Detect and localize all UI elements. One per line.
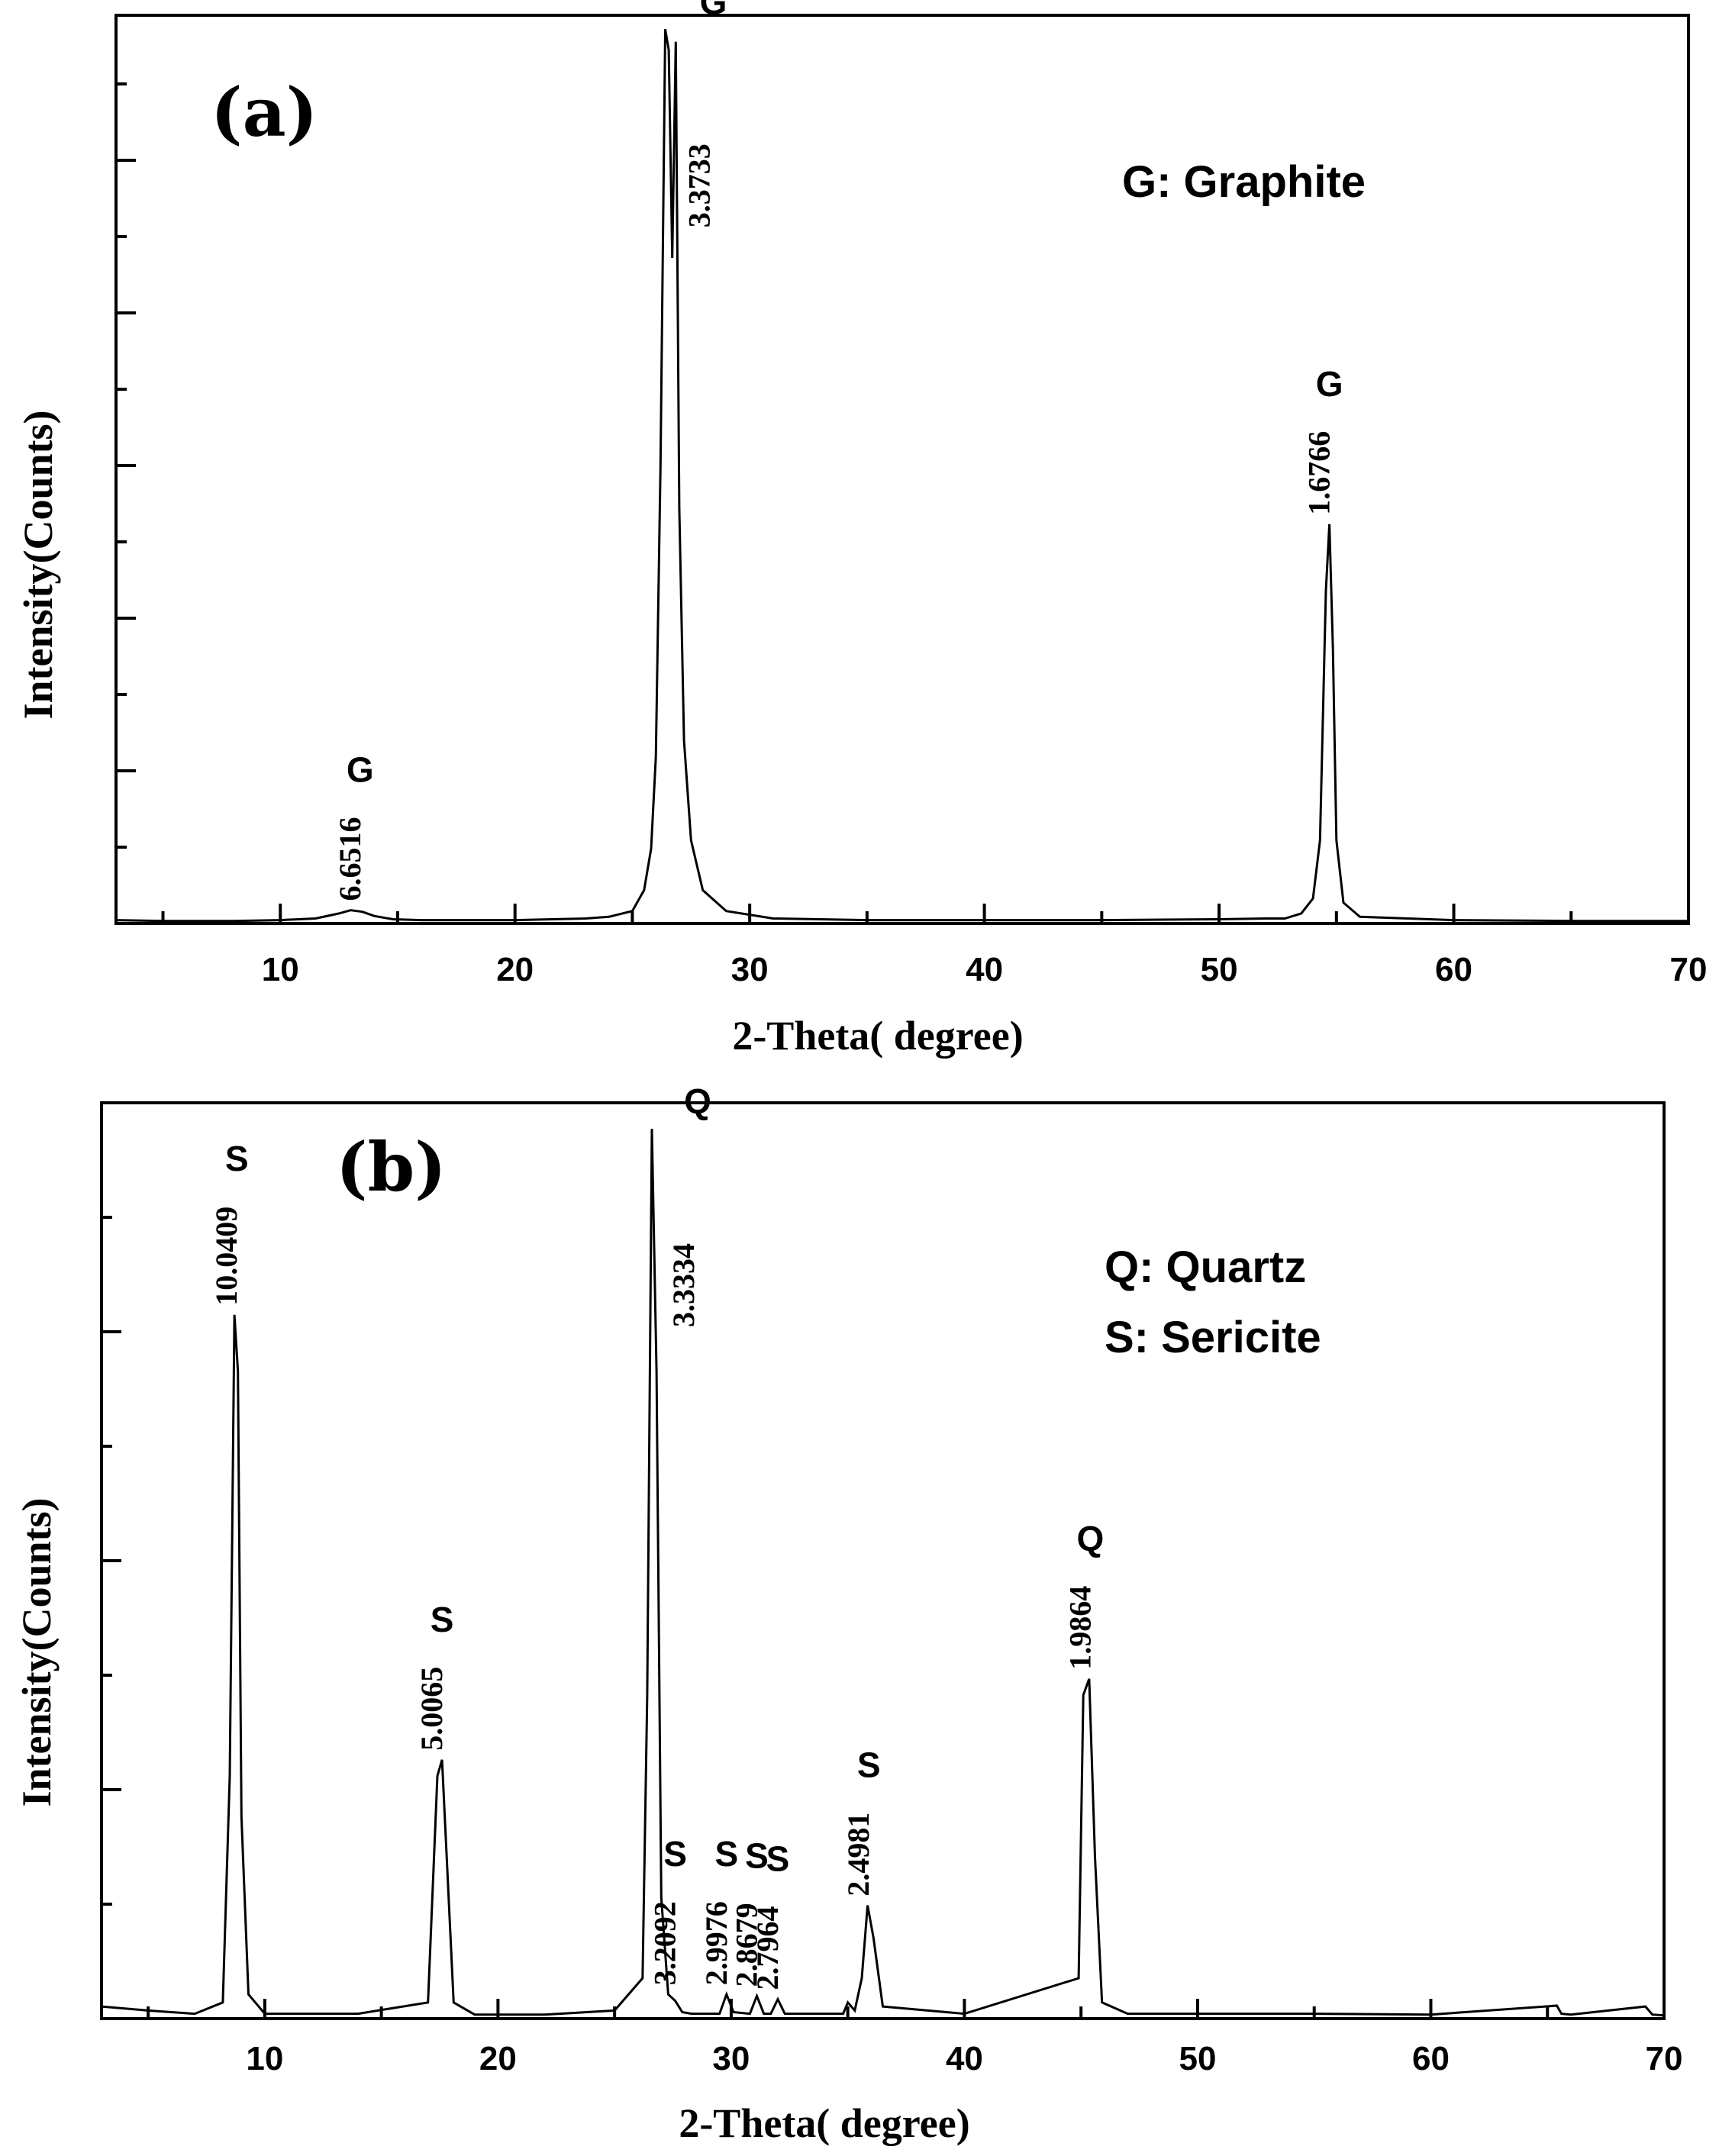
x-axis-title-b: 2-Theta( degree) xyxy=(679,2100,969,2146)
xrd-trace-b xyxy=(101,1128,1665,2017)
legend-quartz: Q: Quartz xyxy=(1105,1242,1306,1292)
d-spacing-label: 2.4981 xyxy=(841,1813,876,1897)
x-tick-label: 60 xyxy=(1412,2040,1450,2077)
x-ticks-a: 10 20 30 40 50 60 70 xyxy=(161,904,1708,988)
x-tick-label: 70 xyxy=(1670,951,1708,988)
x-axis-title-a: 2-Theta( degree) xyxy=(732,1013,1023,1059)
phase-label: G xyxy=(347,750,374,790)
d-spacing-label: 2.9976 xyxy=(699,1901,734,1985)
y-axis-title-a: Intensity(Counts) xyxy=(15,410,61,719)
plot-frame-a xyxy=(114,14,1690,925)
x-tick-label: 10 xyxy=(262,951,299,988)
x-tick-label: 50 xyxy=(1179,2040,1216,2077)
x-tick-label: 60 xyxy=(1435,951,1472,988)
x-tick-label: 20 xyxy=(496,951,534,988)
d-spacing-label: 1.9864 xyxy=(1063,1586,1097,1670)
peak-labels-b: 10.0409S5.0065S3.3334Q3.2092S2.9976S2.86… xyxy=(209,1081,1104,1990)
phase-label: S xyxy=(714,1834,738,1874)
d-spacing-label: 3.3733 xyxy=(682,143,717,227)
d-spacing-label: 5.0065 xyxy=(414,1667,449,1751)
phase-label: S xyxy=(745,1835,769,1875)
d-spacing-label: 2.8679 xyxy=(730,1903,764,1987)
phase-label: S xyxy=(857,1745,881,1785)
y-ticks-a xyxy=(116,82,136,849)
panel-letter-a: (a) xyxy=(211,73,318,152)
peak-labels-a: 6.6516 G 3.3733 G 1.6766 G xyxy=(333,0,1343,901)
phase-label: G xyxy=(1316,364,1343,404)
legend-graphite: G: Graphite xyxy=(1122,157,1366,207)
phase-label: S xyxy=(663,1834,687,1874)
x-ticks-b: 10 20 30 40 50 60 70 xyxy=(147,1999,1683,2077)
panel-a: 10 20 30 40 50 60 70 6.6516 G 3.3733 G 1.6766 G (a)… xyxy=(15,0,1707,1059)
x-tick-label: 40 xyxy=(966,951,1003,988)
d-spacing-label: 10.0409 xyxy=(209,1207,243,1306)
d-spacing-label: 3.3334 xyxy=(666,1243,701,1327)
phase-label: S xyxy=(431,1600,454,1639)
d-spacing-label: 1.6766 xyxy=(1302,431,1337,515)
d-spacing-label: 3.2092 xyxy=(648,1901,682,1985)
y-ticks-b xyxy=(102,1216,121,1906)
phase-label: S xyxy=(225,1139,249,1178)
x-tick-label: 50 xyxy=(1201,951,1238,988)
x-tick-label: 30 xyxy=(712,2040,750,2077)
x-tick-label: 40 xyxy=(946,2040,983,2077)
x-tick-label: 20 xyxy=(479,2040,517,2077)
x-tick-label: 10 xyxy=(246,2040,283,2077)
plot-frame-b xyxy=(100,1101,1666,2020)
panel-b: 10 20 30 40 50 60 70 10.0409 S 5.0065 S 3.3334 Q 3.2… xyxy=(14,1081,1682,2146)
x-tick-label: 30 xyxy=(731,951,769,988)
d-spacing-label: 6.6516 xyxy=(333,817,367,901)
d-spacing-label: 2.7964 xyxy=(750,1906,785,1990)
xrd-trace-a xyxy=(115,29,1688,923)
x-tick-label: 70 xyxy=(1646,2040,1683,2077)
phase-label: Q xyxy=(684,1081,711,1121)
phase-label: Q xyxy=(1077,1519,1105,1558)
phase-label: G xyxy=(700,0,727,21)
panel-letter-b: (b) xyxy=(336,1127,447,1207)
y-axis-title-b: Intensity(Counts) xyxy=(14,1497,60,1806)
phase-label: S xyxy=(766,1839,790,1879)
legend-sericite: S: Sericite xyxy=(1105,1313,1321,1362)
